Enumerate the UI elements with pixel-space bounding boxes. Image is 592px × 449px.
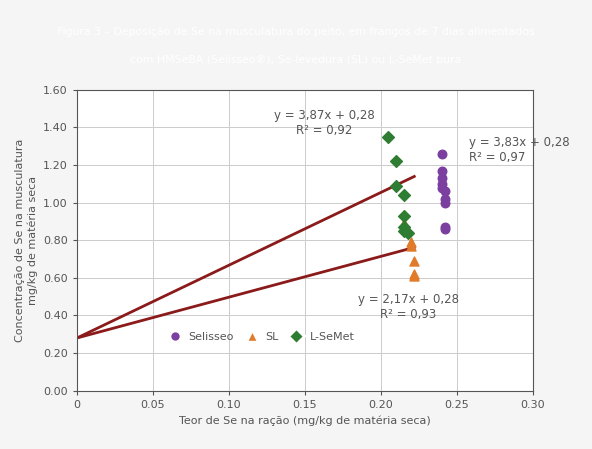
Point [410, 270, 419, 277]
Point [437, 184, 446, 191]
Point [399, 224, 408, 231]
Text: y = 3,87x + 0,28
R² = 0,92: y = 3,87x + 0,28 R² = 0,92 [274, 109, 375, 136]
Point [440, 195, 449, 202]
Point [437, 167, 446, 174]
Point [410, 257, 419, 264]
Y-axis label: Concentração de Se na musculatura
mg/kg de matéria seca: Concentração de Se na musculatura mg/kg … [15, 139, 38, 342]
Point [440, 225, 449, 233]
Text: y = 2,17x + 0,28
R² = 0,93: y = 2,17x + 0,28 R² = 0,93 [358, 293, 459, 321]
Point [440, 224, 449, 231]
Point [404, 229, 413, 236]
Point [407, 242, 416, 250]
Point [391, 182, 401, 189]
Point [437, 180, 446, 187]
Point [437, 175, 446, 182]
Point [399, 227, 408, 234]
Point [391, 158, 401, 165]
Point [407, 238, 416, 246]
Point [399, 191, 408, 198]
Text: com HMSeBA (Selisseo®), Se-levedura (SL) ou L-SeMet pura: com HMSeBA (Selisseo®), Se-levedura (SL)… [130, 55, 462, 65]
Text: Figura 3 – Deposição de Se na musculatura do peito, em frangos de 7 dias aliment: Figura 3 – Deposição de Se na musculatur… [57, 27, 535, 37]
Point [384, 133, 393, 141]
Legend: Selisseo, SL, L-SeMet: Selisseo, SL, L-SeMet [160, 327, 359, 346]
Point [437, 150, 446, 157]
Point [440, 199, 449, 206]
X-axis label: Teor de Se na ração (mg/kg de matéria seca): Teor de Se na ração (mg/kg de matéria se… [179, 415, 431, 426]
Text: y = 3,83x + 0,28
R² = 0,97: y = 3,83x + 0,28 R² = 0,97 [469, 136, 570, 164]
Point [399, 212, 408, 220]
Point [440, 188, 449, 195]
Point [399, 220, 408, 227]
Point [410, 273, 419, 280]
